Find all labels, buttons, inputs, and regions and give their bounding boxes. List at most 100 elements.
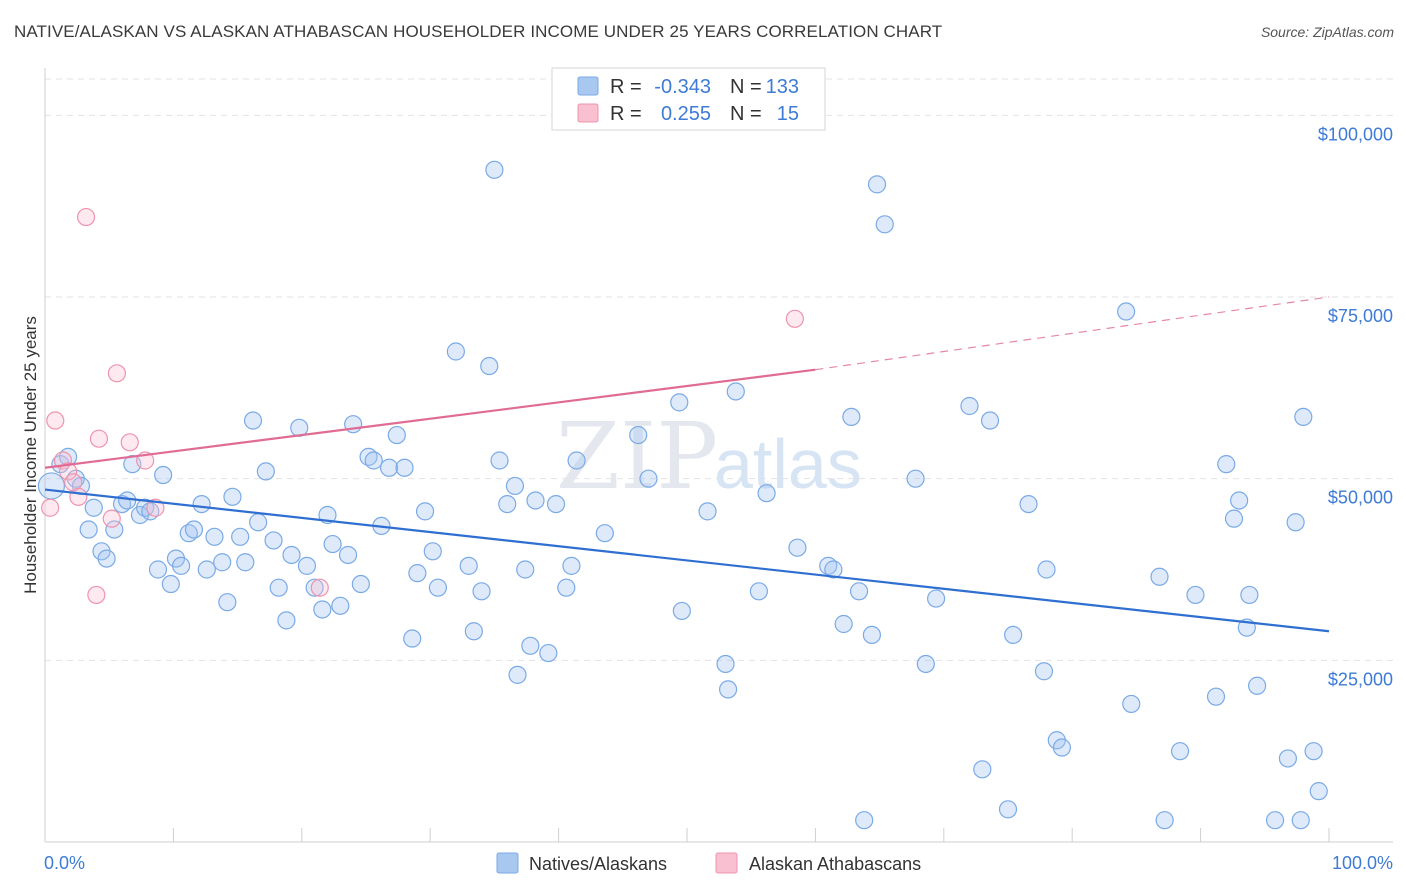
point-natives-alaskans — [338, 545, 358, 565]
point-natives-alaskans — [875, 215, 894, 234]
point-alaskan-athabascans — [87, 585, 106, 605]
point-natives-alaskans — [118, 491, 137, 510]
point-alaskan-athabascans — [89, 429, 109, 448]
point-natives-alaskans — [998, 800, 1018, 819]
chart-title: NATIVE/ALASKAN VS ALASKAN ATHABASCAN HOU… — [14, 22, 943, 41]
point-natives-alaskans — [505, 476, 525, 496]
point-natives-alaskans — [1122, 694, 1141, 714]
legend-series: Natives/Alaskans Alaskan Athabascans — [496, 852, 921, 874]
point-natives-alaskans — [973, 760, 992, 779]
point-natives-alaskans — [403, 629, 422, 648]
point-natives-alaskans — [916, 654, 935, 674]
point-natives-alaskans — [498, 495, 517, 514]
legend-n-label: N = — [730, 76, 762, 98]
point-natives-alaskans — [1004, 625, 1023, 645]
point-natives-alaskans — [313, 600, 332, 619]
point-natives-alaskans — [480, 356, 499, 376]
trend-line-natives-alaskans — [44, 488, 1330, 633]
legend-r-label: R = — [610, 76, 642, 98]
point-natives-alaskans — [387, 425, 406, 445]
y-tick-label: $75,000 — [1328, 306, 1393, 326]
point-natives-alaskans — [423, 542, 442, 561]
point-natives-alaskans — [490, 451, 509, 470]
point-natives-alaskans — [788, 538, 807, 557]
point-natives-alaskans — [1019, 495, 1038, 514]
point-natives-alaskans — [1240, 585, 1259, 605]
point-natives-alaskans — [718, 680, 738, 699]
point-natives-alaskans — [824, 560, 843, 579]
point-natives-alaskans — [331, 596, 350, 615]
point-alaskan-athabascans — [59, 462, 78, 481]
point-natives-alaskans — [595, 524, 614, 543]
point-natives-alaskans — [282, 545, 301, 565]
point-natives-alaskans — [639, 469, 658, 488]
point-natives-alaskans — [1286, 513, 1305, 532]
point-natives-alaskans — [508, 665, 527, 684]
legend-n-value-natives: 133 — [766, 76, 799, 98]
point-alaskan-athabascans — [146, 498, 165, 517]
point-alaskan-athabascans — [120, 433, 139, 452]
point-natives-alaskans — [277, 611, 296, 630]
point-natives-alaskans — [172, 556, 191, 575]
point-natives-alaskans — [1117, 302, 1136, 321]
legend-swatch-athabascans — [577, 103, 599, 123]
point-natives-alaskans — [236, 553, 255, 572]
point-alaskan-athabascans — [76, 207, 96, 227]
point-natives-alaskans — [192, 495, 211, 514]
point-natives-alaskans — [1309, 782, 1328, 801]
point-natives-alaskans — [855, 811, 874, 830]
point-natives-alaskans — [79, 520, 98, 539]
point-natives-alaskans — [1294, 407, 1313, 426]
legend-r-value-athabascans: 0.255 — [661, 103, 711, 125]
point-natives-alaskans — [218, 593, 237, 612]
watermark-zip: ZIP — [556, 403, 718, 510]
point-natives-alaskans — [516, 560, 535, 579]
trend-lines — [44, 296, 1330, 633]
point-natives-alaskans — [97, 549, 116, 568]
axes — [44, 68, 1393, 843]
point-alaskan-athabascans — [310, 578, 329, 597]
point-natives-alaskans — [539, 643, 558, 663]
point-alaskan-athabascans — [46, 411, 65, 430]
data-points — [37, 160, 1328, 830]
point-natives-alaskans — [364, 451, 383, 470]
point-alaskan-athabascans — [41, 498, 60, 517]
point-natives-alaskans — [446, 342, 465, 361]
point-natives-alaskans — [521, 636, 540, 655]
point-natives-alaskans — [1247, 676, 1267, 695]
point-natives-alaskans — [205, 527, 224, 546]
point-natives-alaskans — [757, 484, 776, 503]
point-natives-alaskans — [557, 578, 576, 597]
point-natives-alaskans — [567, 451, 586, 470]
point-natives-alaskans — [223, 487, 242, 506]
point-natives-alaskans — [1150, 567, 1169, 586]
point-alaskan-athabascans — [107, 364, 127, 383]
point-natives-alaskans — [1170, 742, 1190, 761]
point-natives-alaskans — [1230, 491, 1249, 510]
y-tick-label: $25,000 — [1328, 669, 1393, 689]
legend-r-label: R = — [610, 103, 642, 125]
point-natives-alaskans — [862, 625, 881, 645]
point-alaskan-athabascans — [69, 487, 88, 506]
point-natives-alaskans — [184, 520, 204, 539]
point-natives-alaskans — [148, 560, 168, 579]
point-natives-alaskans — [395, 458, 414, 477]
legend-label-alaskan-athabascans: Alaskan Athabascans — [749, 854, 921, 874]
point-natives-alaskans — [249, 513, 268, 532]
watermark-atlas: atlas — [714, 425, 862, 503]
point-natives-alaskans — [1052, 738, 1072, 757]
point-natives-alaskans — [716, 654, 735, 674]
legend-swatch-natives — [577, 76, 599, 96]
point-natives-alaskans — [926, 589, 946, 608]
point-natives-alaskans — [305, 578, 324, 597]
point-natives-alaskans — [464, 622, 483, 641]
point-natives-alaskans — [1217, 455, 1236, 474]
point-natives-alaskans — [459, 556, 478, 575]
y-tick-label: $50,000 — [1328, 488, 1393, 508]
point-natives-alaskans — [323, 534, 342, 554]
point-natives-alaskans — [84, 498, 103, 517]
point-natives-alaskans — [562, 556, 581, 575]
point-natives-alaskans — [834, 614, 853, 634]
point-natives-alaskans — [670, 393, 689, 412]
point-natives-alaskans — [243, 411, 263, 430]
